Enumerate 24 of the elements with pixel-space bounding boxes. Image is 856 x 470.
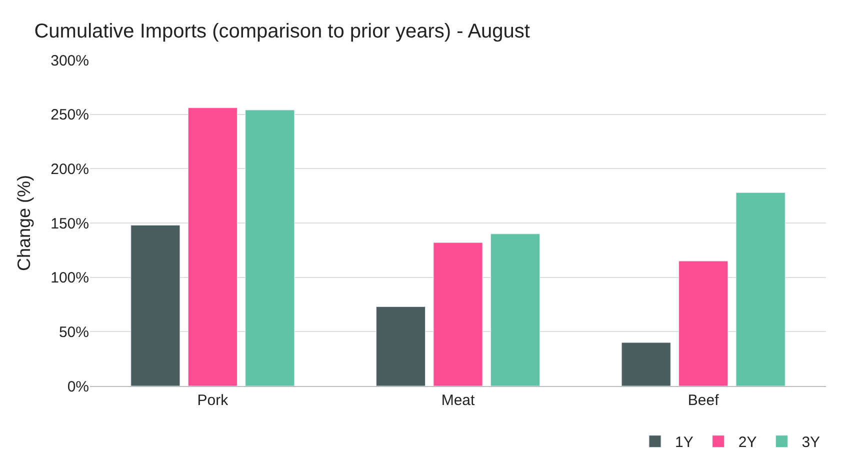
y-tick-label: 200%	[50, 160, 89, 178]
legend-label: 3Y	[802, 434, 820, 452]
y-tick-label: 100%	[50, 270, 89, 287]
x-tick-label: Pork	[197, 392, 229, 409]
bar	[245, 110, 295, 386]
y-tick-label: 300%	[50, 52, 89, 70]
bar	[130, 224, 180, 386]
y-tick-label: 150%	[50, 215, 89, 232]
y-tick-label: 250%	[50, 106, 89, 124]
y-tick-label: 50%	[58, 324, 89, 341]
bar	[736, 192, 786, 386]
bar	[678, 260, 728, 386]
chart-title: Cumulative Imports (comparison to prior years) - August	[34, 20, 530, 42]
bar	[433, 242, 483, 386]
bar	[621, 342, 671, 386]
legend-label: 2Y	[738, 434, 757, 452]
x-tick-label: Beef	[688, 392, 720, 409]
bar	[376, 306, 426, 386]
bar	[490, 234, 540, 386]
y-tick-label: 0%	[67, 378, 89, 396]
x-tick-label: Meat	[441, 392, 476, 409]
bar	[188, 108, 238, 386]
legend-label: 1Y	[675, 434, 694, 452]
y-axis-title: Change (%)	[14, 174, 34, 272]
